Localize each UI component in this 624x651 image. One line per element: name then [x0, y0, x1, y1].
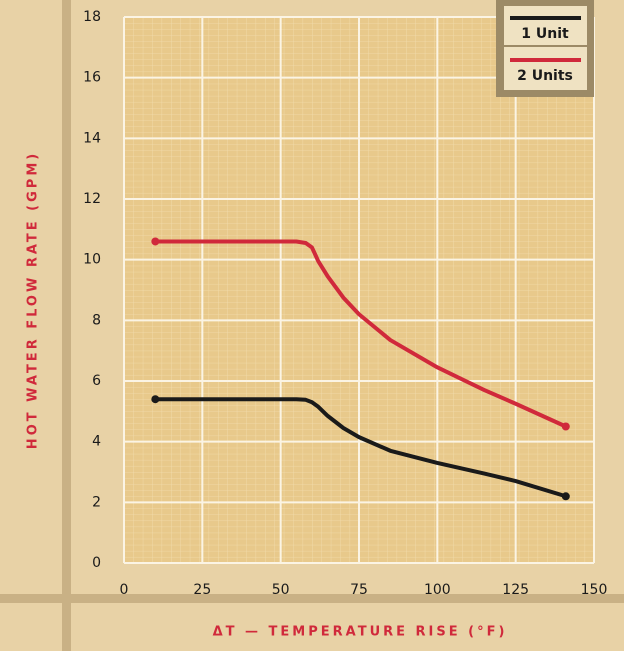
x-tick-label: 100	[424, 582, 451, 598]
y-axis-label: HOT WATER FLOW RATE (GPM)	[26, 151, 41, 449]
divider	[62, 0, 71, 651]
x-axis-label: ΔT — TEMPERATURE RISE (°F)	[213, 625, 508, 640]
x-tick-label: 50	[272, 582, 290, 598]
x-tick-label: 25	[193, 582, 211, 598]
end-marker	[151, 395, 160, 404]
y-tick-label: 6	[92, 373, 101, 389]
end-marker	[561, 492, 570, 501]
end-marker	[561, 422, 570, 431]
x-tick-label: 150	[581, 582, 608, 598]
series-line	[153, 397, 568, 499]
divider	[0, 594, 624, 603]
x-tick-label: 0	[120, 582, 129, 598]
series-line	[153, 239, 568, 429]
y-tick-label: 8	[92, 312, 101, 328]
y-tick-label: 18	[83, 9, 101, 25]
x-tick-label: 125	[502, 582, 529, 598]
y-tick-label: 10	[83, 252, 101, 268]
legend-label: 1 Unit	[521, 26, 569, 42]
y-tick-label: 12	[83, 191, 101, 207]
y-tick-label: 14	[83, 130, 101, 146]
legend-label: 2 Units	[517, 68, 573, 84]
y-tick-label: 4	[92, 434, 101, 450]
end-marker	[151, 237, 160, 246]
y-tick-label: 2	[92, 494, 101, 510]
x-tick-label: 75	[350, 582, 368, 598]
y-tick-label: 16	[83, 70, 101, 86]
y-tick-label: 0	[92, 555, 101, 571]
legend: 1 Unit 2 Units	[496, 0, 594, 97]
